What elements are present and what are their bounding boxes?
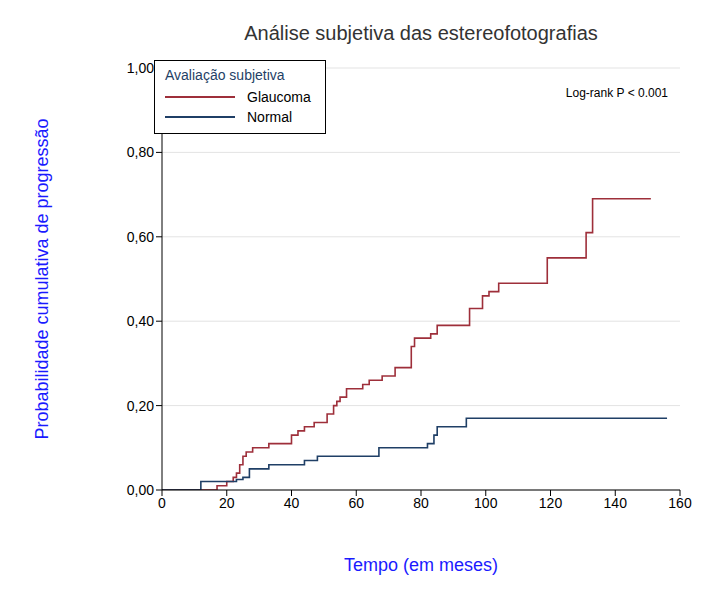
html-text:Avaliação subjetiva: Avaliação subjetiva (165, 67, 285, 83)
html-text:Normal: Normal (247, 109, 293, 125)
svg-text:0,80: 0,80 (127, 144, 154, 160)
svg-text:120: 120 (539, 495, 563, 511)
svg-text:140: 140 (604, 495, 628, 511)
html-text:Glaucoma: Glaucoma (247, 89, 311, 105)
svg-text:Probabilidade cumulativa de pr: Probabilidade cumulativa de progressão (32, 118, 52, 439)
svg-text:100: 100 (474, 495, 498, 511)
svg-text:20: 20 (219, 495, 235, 511)
svg-text:Tempo (em meses): Tempo (em meses) (344, 555, 498, 575)
svg-text:0,60: 0,60 (127, 229, 154, 245)
html-text:Análise subjetiva das estereof: Análise subjetiva das estereofotografias (244, 22, 598, 44)
svg-text:1,00: 1,00 (127, 60, 154, 76)
svg-text:40: 40 (284, 495, 300, 511)
svg-text:0,00: 0,00 (127, 482, 154, 498)
svg-text:80: 80 (413, 495, 429, 511)
svg-text:0,20: 0,20 (127, 398, 154, 414)
svg-text:60: 60 (348, 495, 364, 511)
svg-text:160: 160 (668, 495, 692, 511)
svg-text:0,40: 0,40 (127, 313, 154, 329)
html-text:Log-rank P < 0.001: Log-rank P < 0.001 (565, 86, 668, 100)
svg-text:0: 0 (158, 495, 166, 511)
